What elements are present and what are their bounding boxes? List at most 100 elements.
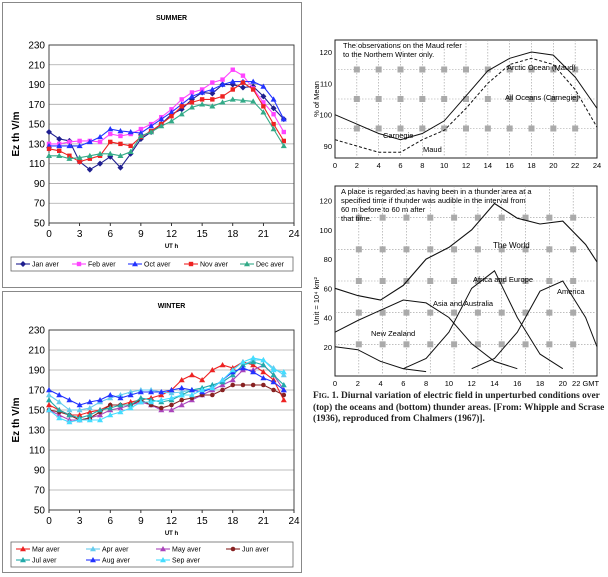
top-x-tick-label: 12: [462, 161, 470, 170]
data-point: [219, 362, 226, 368]
data-point: [250, 362, 257, 368]
top-label-arctic: Arctic Ocean (Maud): [507, 63, 576, 72]
grid-square: [403, 214, 410, 221]
legend-item: Mar aver: [32, 547, 60, 554]
data-point: [158, 392, 165, 398]
data-point: [260, 357, 267, 363]
data-point: [179, 104, 184, 109]
data-point: [270, 367, 277, 373]
bottom-curve-nz: [334, 346, 427, 373]
grid-square: [570, 214, 577, 221]
data-point: [86, 166, 93, 173]
summer-chart: SUMMER 50 70 90 110 130 150 170 190 210 230 0 3 6 9 12 1…: [10, 15, 300, 272]
grid-square: [379, 246, 386, 253]
grid-square: [550, 96, 557, 102]
legend-item: Dec aver: [256, 262, 285, 269]
caption-text: Diurnal variation of electric field in u…: [313, 391, 605, 424]
y-tick-label: 230: [28, 41, 45, 52]
data-point: [56, 392, 63, 398]
data-point: [56, 412, 63, 418]
y-tick-label: 130: [28, 139, 45, 150]
legend-marker: [76, 261, 82, 267]
x-axis-label: UT h: [165, 531, 179, 537]
data-point: [117, 409, 124, 415]
data-point: [117, 405, 124, 411]
data-point: [107, 395, 114, 401]
bottom-y-axis-label: Unit = 10⁴ km²: [313, 276, 321, 325]
data-point: [127, 405, 134, 411]
series-dec-aver: [46, 96, 287, 161]
y-axis-label: Ez th V/m: [11, 111, 22, 156]
top-y-tick-label: 120: [319, 48, 332, 57]
grid-square: [572, 96, 579, 102]
y-tick-label: 110: [29, 159, 45, 170]
data-point: [46, 407, 52, 413]
bottom-x-tick-label: 10: [445, 379, 453, 388]
grid-square: [498, 278, 505, 284]
data-point: [250, 78, 257, 84]
data-point: [199, 387, 206, 393]
data-point: [281, 392, 287, 398]
series-line: [49, 69, 285, 145]
data-point: [56, 407, 63, 413]
data-point: [209, 385, 216, 391]
top-x-tick-label: 4: [377, 161, 381, 170]
data-point: [86, 152, 93, 158]
data-point: [97, 412, 104, 418]
x-tick-label: 18: [227, 516, 239, 527]
data-point: [128, 143, 133, 149]
data-point: [86, 405, 93, 411]
data-point: [148, 129, 155, 135]
data-point: [220, 387, 225, 393]
grid-square: [375, 125, 382, 132]
data-point: [209, 86, 216, 92]
bottom-y-tick-label: 100: [319, 226, 332, 235]
data-point: [148, 399, 155, 405]
y-tick-label: 110: [29, 446, 45, 457]
grid-square: [379, 341, 386, 348]
data-point: [250, 382, 256, 388]
data-point: [240, 73, 246, 78]
legend-marker: [230, 546, 236, 552]
data-point: [250, 87, 256, 92]
x-tick-label: 9: [138, 229, 144, 240]
x-tick-label: 3: [77, 516, 83, 527]
data-point: [56, 135, 63, 142]
grid-square: [522, 309, 529, 316]
x-tick-label: 24: [288, 229, 300, 240]
data-point: [260, 362, 267, 368]
grid-square: [546, 341, 553, 348]
bottom-note-line4: that time.: [341, 214, 372, 223]
grid-square: [474, 341, 481, 348]
data-point: [137, 130, 144, 136]
data-point: [210, 80, 215, 85]
data-point: [127, 389, 134, 395]
y-tick-label: 170: [28, 386, 45, 397]
grid-square: [484, 96, 491, 102]
grid-square: [570, 278, 577, 284]
data-point: [117, 128, 124, 134]
bottom-plot-grid: [334, 185, 598, 377]
data-point: [46, 129, 52, 136]
data-point: [230, 67, 235, 72]
data-point: [260, 93, 267, 100]
data-point: [271, 112, 276, 117]
top-x-tick-label: 10: [440, 161, 448, 170]
legend-box: [10, 256, 294, 272]
legend-marker: [244, 261, 250, 267]
data-point: [250, 355, 257, 361]
data-point: [260, 83, 267, 89]
data-point: [209, 382, 216, 388]
data-point: [127, 148, 134, 154]
grid-square: [498, 246, 505, 253]
data-point: [239, 365, 246, 371]
data-point: [77, 159, 82, 164]
data-point: [117, 402, 124, 408]
data-point: [199, 101, 206, 107]
data-point: [66, 142, 73, 149]
grid-square: [419, 66, 426, 73]
winter-chart: WINTER 50 70 90 110 130 150 170 190 210 230 0 3 6 9 12 1…: [10, 303, 300, 568]
grid-square: [546, 214, 553, 221]
data-point: [46, 392, 52, 398]
top-x-tick-label: 6: [398, 161, 402, 170]
